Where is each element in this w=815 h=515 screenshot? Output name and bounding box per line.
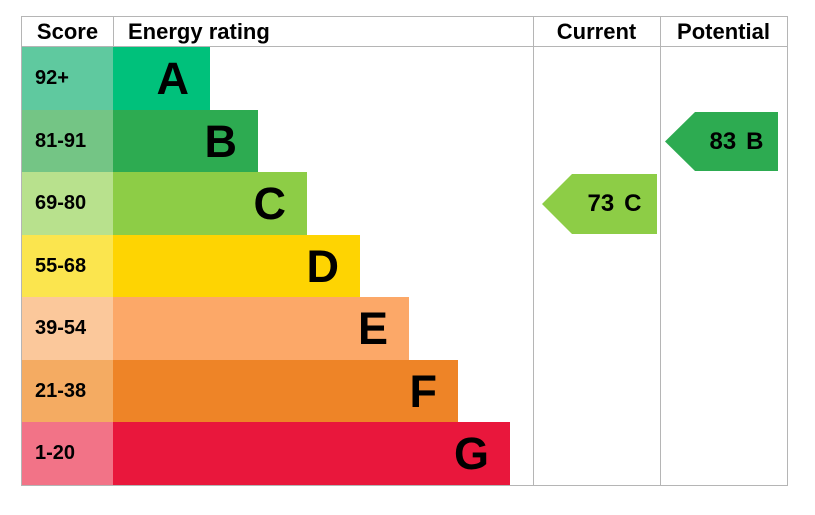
score-range-c: 69-80 [22, 172, 113, 235]
band-row-a: 92+ A [22, 47, 660, 110]
band-grade-label-d: D [306, 240, 340, 292]
band-bar-a: A [113, 47, 210, 110]
potential-rating-grade: B [746, 127, 764, 155]
table-header-row: Score Energy rating Current Potential [22, 17, 787, 47]
band-bar-d: D [113, 235, 360, 297]
column-header-score: Score [36, 19, 99, 44]
potential-rating-value: 83 [709, 127, 737, 155]
band-grade-label-e: E [357, 303, 388, 354]
band-row-e: 39-54 E [22, 297, 660, 360]
band-row-b: 81-91 B [22, 110, 660, 172]
band-bar-b: B [113, 110, 258, 172]
band-grade-label-c: C [253, 178, 287, 229]
score-range-b: 81-91 [22, 110, 113, 172]
band-grade-label-b: B [204, 115, 238, 167]
potential-column-divider [660, 17, 661, 485]
band-row-d: 55-68 D [22, 235, 660, 297]
band-grade-label-g: G [453, 428, 489, 479]
band-bar-e: E [113, 297, 409, 360]
score-range-g: 1-20 [22, 422, 113, 485]
band-grade-label-a: A [156, 53, 190, 104]
score-range-d: 55-68 [22, 235, 113, 297]
band-bar-g: G [113, 422, 510, 485]
epc-table: Score Energy rating Current Potential 92… [21, 16, 788, 486]
score-column-divider [113, 17, 114, 47]
column-header-potential: Potential [677, 19, 770, 44]
score-range-e: 39-54 [22, 297, 113, 360]
score-range-a: 92+ [22, 47, 113, 110]
band-bar-c: C [113, 172, 307, 235]
band-row-c: 69-80 C [22, 172, 660, 235]
band-grade-label-f: F [409, 365, 438, 417]
current-rating-grade: C [624, 190, 642, 217]
current-rating-value: 73 [587, 190, 615, 217]
current-column-divider [533, 17, 534, 485]
band-row-g: 1-20 G [22, 422, 660, 485]
score-range-f: 21-38 [22, 360, 113, 422]
band-row-f: 21-38 F [22, 360, 660, 422]
column-header-current: Current [556, 19, 637, 44]
column-header-energy-rating: Energy rating [128, 19, 270, 44]
potential-rating-arrow: 83 B [665, 112, 778, 171]
band-bar-f: F [113, 360, 458, 422]
